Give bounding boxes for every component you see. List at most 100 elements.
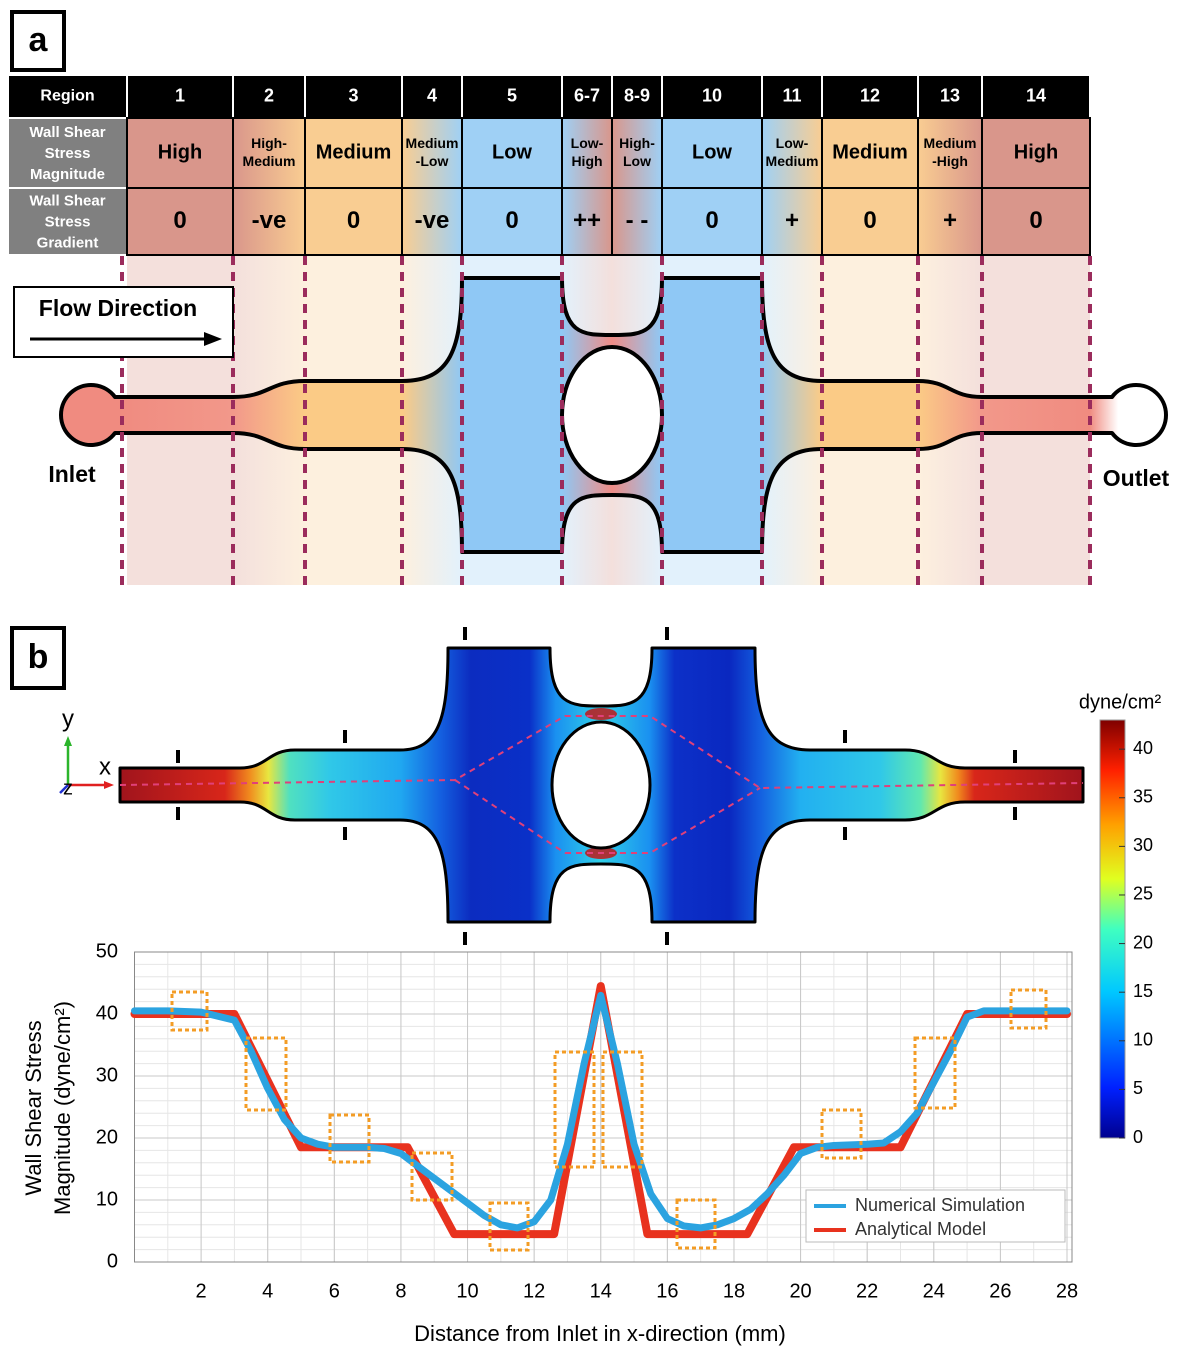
cell-text: -ve	[252, 207, 287, 234]
x-tick-label: 12	[523, 1280, 545, 1302]
obstacle	[552, 722, 650, 848]
x-tick-label: 14	[590, 1280, 612, 1302]
cell-text: High	[1014, 141, 1058, 163]
x-tick-label: 4	[262, 1280, 273, 1302]
x-axis-label: Distance from Inlet in x-direction (mm)	[414, 1321, 786, 1346]
text-line: -High	[932, 153, 968, 169]
header-text: 5	[507, 85, 517, 105]
colorbar	[1100, 720, 1125, 1138]
cell-text: Medium	[832, 141, 908, 163]
figure: a b Region123456-78-91011121314Wall Shea…	[0, 0, 1177, 1349]
colorbar-tick-label: 25	[1133, 884, 1153, 904]
colorbar-tick-label: 0	[1133, 1127, 1143, 1147]
y-tick-label: 10	[96, 1188, 118, 1210]
text-line: Low-	[571, 135, 604, 151]
x-tick-label: 22	[856, 1280, 878, 1302]
cell-text: 0	[705, 207, 718, 234]
x-tick-label: 10	[456, 1280, 478, 1302]
cell-text: Low	[492, 141, 532, 163]
legend-label: Analytical Model	[855, 1219, 986, 1239]
text-line: Medium	[406, 135, 459, 151]
cell-text: 0	[505, 207, 518, 234]
line-chart: 24681012141618202224262801020304050	[96, 940, 1078, 1302]
cell-text: ++	[573, 207, 601, 234]
header-text: 6-7	[574, 85, 600, 105]
header-text: 12	[860, 85, 880, 105]
colorbar-title: dyne/cm²	[1079, 691, 1162, 713]
x-tick-label: 16	[656, 1280, 678, 1302]
y-tick-label: 50	[96, 940, 118, 962]
flow-label: Flow Direction	[39, 295, 197, 321]
text-line: Medium	[766, 153, 819, 169]
text-line: Wall Shear	[29, 124, 105, 141]
header-text: 11	[782, 85, 801, 105]
cell-text: Low	[692, 141, 732, 163]
panel-label: b	[28, 638, 49, 676]
y-axis-label: Wall Shear Stress	[21, 1020, 46, 1195]
header-text: 3	[348, 85, 358, 105]
text-line: Medium	[243, 153, 296, 169]
header-text: 4	[427, 85, 437, 105]
cell-text: +	[785, 207, 799, 234]
colorbar-tick-label: 10	[1133, 1030, 1153, 1050]
header-text: 8-9	[624, 85, 650, 105]
x-tick-label: 8	[395, 1280, 406, 1302]
text-line: Wall Shear	[29, 192, 105, 209]
y-tick-label: 40	[96, 1002, 118, 1024]
y-axis-label: Magnitude (dyne/cm²)	[50, 1001, 75, 1215]
colorbar-tick-label: 40	[1133, 738, 1153, 758]
text-line: High-	[251, 135, 287, 151]
triad-label: x	[99, 753, 111, 780]
text-line: Low-	[776, 135, 809, 151]
text-line: Stress	[45, 213, 91, 230]
text-line: Magnitude	[30, 166, 105, 183]
inlet-label: Inlet	[48, 461, 96, 487]
text-line: Medium	[924, 135, 977, 151]
triad-x-head	[104, 781, 114, 789]
text-line: High	[571, 153, 602, 169]
x-tick-label: 2	[196, 1280, 207, 1302]
header-text: Region	[40, 88, 94, 105]
cell-text: 0	[863, 207, 876, 234]
colorbar-tick-label: 20	[1133, 932, 1153, 952]
triad-label: z	[63, 777, 73, 799]
cell-text: 0	[173, 207, 186, 234]
cell-text: Medium	[316, 141, 392, 163]
header-text: 2	[264, 85, 274, 105]
colorbar-tick-label: 5	[1133, 1078, 1143, 1098]
x-tick-label: 24	[923, 1280, 945, 1302]
y-tick-label: 30	[96, 1064, 118, 1086]
cell-text: -ve	[415, 207, 450, 234]
header-text: 10	[702, 85, 722, 105]
panel-label: a	[29, 21, 49, 59]
triad-y-head	[64, 736, 72, 746]
outlet-label: Outlet	[1103, 465, 1170, 491]
x-tick-label: 6	[329, 1280, 340, 1302]
colorbar-tick-label: 35	[1133, 787, 1153, 807]
text-line: Low	[623, 153, 651, 169]
cell-text: +	[943, 207, 957, 234]
text-line: Stress	[45, 145, 91, 162]
header-text: 14	[1026, 85, 1046, 105]
cell-text: - -	[626, 207, 649, 234]
x-tick-label: 18	[723, 1280, 745, 1302]
header-text: 13	[940, 85, 960, 105]
legend: Numerical Simulation Analytical Model	[806, 1190, 1065, 1242]
y-tick-label: 20	[96, 1126, 118, 1148]
cell-text: 0	[347, 207, 360, 234]
triad-label: y	[62, 705, 74, 732]
text-line: High-	[619, 135, 655, 151]
header-text: 1	[175, 85, 185, 105]
heatmap-diagram	[120, 627, 1083, 945]
y-tick-label: 0	[107, 1250, 118, 1272]
text-line: -Low	[416, 153, 449, 169]
legend-label: Numerical Simulation	[855, 1195, 1025, 1215]
obstacle	[562, 347, 662, 483]
cell-text: 0	[1029, 207, 1042, 234]
x-tick-label: 20	[789, 1280, 811, 1302]
page: a b Region123456-78-91011121314Wall Shea…	[0, 0, 1177, 1349]
x-tick-label: 26	[989, 1280, 1011, 1302]
colorbar-tick-label: 15	[1133, 981, 1153, 1001]
x-tick-label: 28	[1056, 1280, 1078, 1302]
